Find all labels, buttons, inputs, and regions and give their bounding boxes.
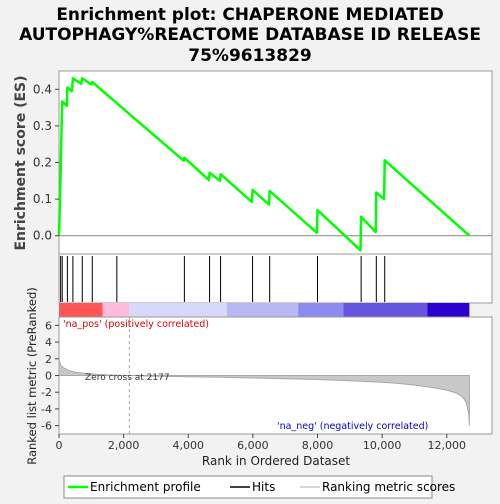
chart-title-line-1: Enrichment plot: CHAPERONE MEDIATED — [56, 5, 443, 25]
ranking-metric-area — [58, 358, 470, 426]
es-y-tick-label: 0.0 — [33, 229, 52, 243]
chart-title-line-3: 75%9613829 — [188, 46, 312, 66]
ranked-y-tick-label: 2 — [45, 353, 52, 366]
es-y-tick-label: 0.4 — [33, 82, 52, 96]
ranked-y-tick-label: -4 — [41, 403, 52, 416]
rank-x-tick-label: 2,000 — [108, 439, 140, 452]
rank-x-axis-label: Rank in Ordered Dataset — [202, 454, 350, 468]
legend-label: Enrichment profile — [90, 480, 201, 494]
negative-correlation-label: 'na_neg' (negatively correlated) — [277, 421, 428, 432]
ranked-y-axis-label: Ranked list metric (PreRanked) — [25, 287, 39, 465]
color-bar-segment — [427, 303, 470, 317]
chart-title-line-2: AUTOPHAGY%REACTOME DATABASE ID RELEASE — [19, 25, 481, 45]
rank-x-tick-label: 12,000 — [428, 439, 467, 452]
positive-correlation-label: 'na_pos' (positively correlated) — [63, 319, 209, 330]
rank-x-tick-label: 4,000 — [173, 439, 205, 452]
ranked-y-tick-label: 4 — [45, 336, 52, 349]
es-y-tick-label: 0.1 — [33, 192, 52, 206]
zero-cross-label: Zero cross at 2177 — [85, 373, 170, 383]
color-bar-segment — [59, 303, 103, 317]
ranked-y-tick-label: -2 — [41, 386, 52, 399]
ranked-metric-layer — [58, 317, 470, 434]
ranked-y-tick-label: 0 — [45, 370, 52, 383]
rank-x-tick-label: 6,000 — [237, 439, 269, 452]
es-y-axis: 0.0 0.1 0.2 0.3 0.4 — [33, 82, 59, 243]
rank-x-axis: 0 2,000 4,000 6,000 8,000 10,000 12,000 — [56, 434, 467, 452]
legend-label: Ranking metric scores — [322, 480, 455, 494]
rank-x-tick-label: 8,000 — [302, 439, 334, 452]
color-bar-segment — [298, 303, 344, 317]
es-panel-background — [58, 70, 493, 255]
es-y-axis-label: Enrichment score (ES) — [13, 75, 29, 250]
hits-layer — [60, 256, 386, 302]
ranked-y-tick-label: 6 — [45, 319, 52, 332]
rank-x-tick-label: 10,000 — [363, 439, 402, 452]
es-enrichment-profile-line — [57, 77, 471, 252]
rank-color-bar — [59, 303, 470, 317]
legend: Enrichment profile Hits Ranking metric sco… — [63, 475, 455, 499]
ranked-y-tick-label: -6 — [41, 420, 52, 433]
legend-label: Hits — [252, 480, 275, 494]
es-y-tick-label: 0.2 — [33, 156, 52, 170]
color-bar-segment — [102, 303, 130, 317]
es-curve-layer — [57, 77, 471, 252]
color-bar-segment — [129, 303, 228, 317]
color-bar-segment — [227, 303, 299, 317]
hits-panel-background — [58, 253, 493, 304]
rank-x-tick-label: 0 — [56, 439, 63, 452]
ranked-y-axis: -6 -4 -2 0 2 4 6 — [41, 319, 59, 433]
es-y-tick-label: 0.3 — [33, 119, 52, 133]
color-bar-segment — [343, 303, 428, 317]
